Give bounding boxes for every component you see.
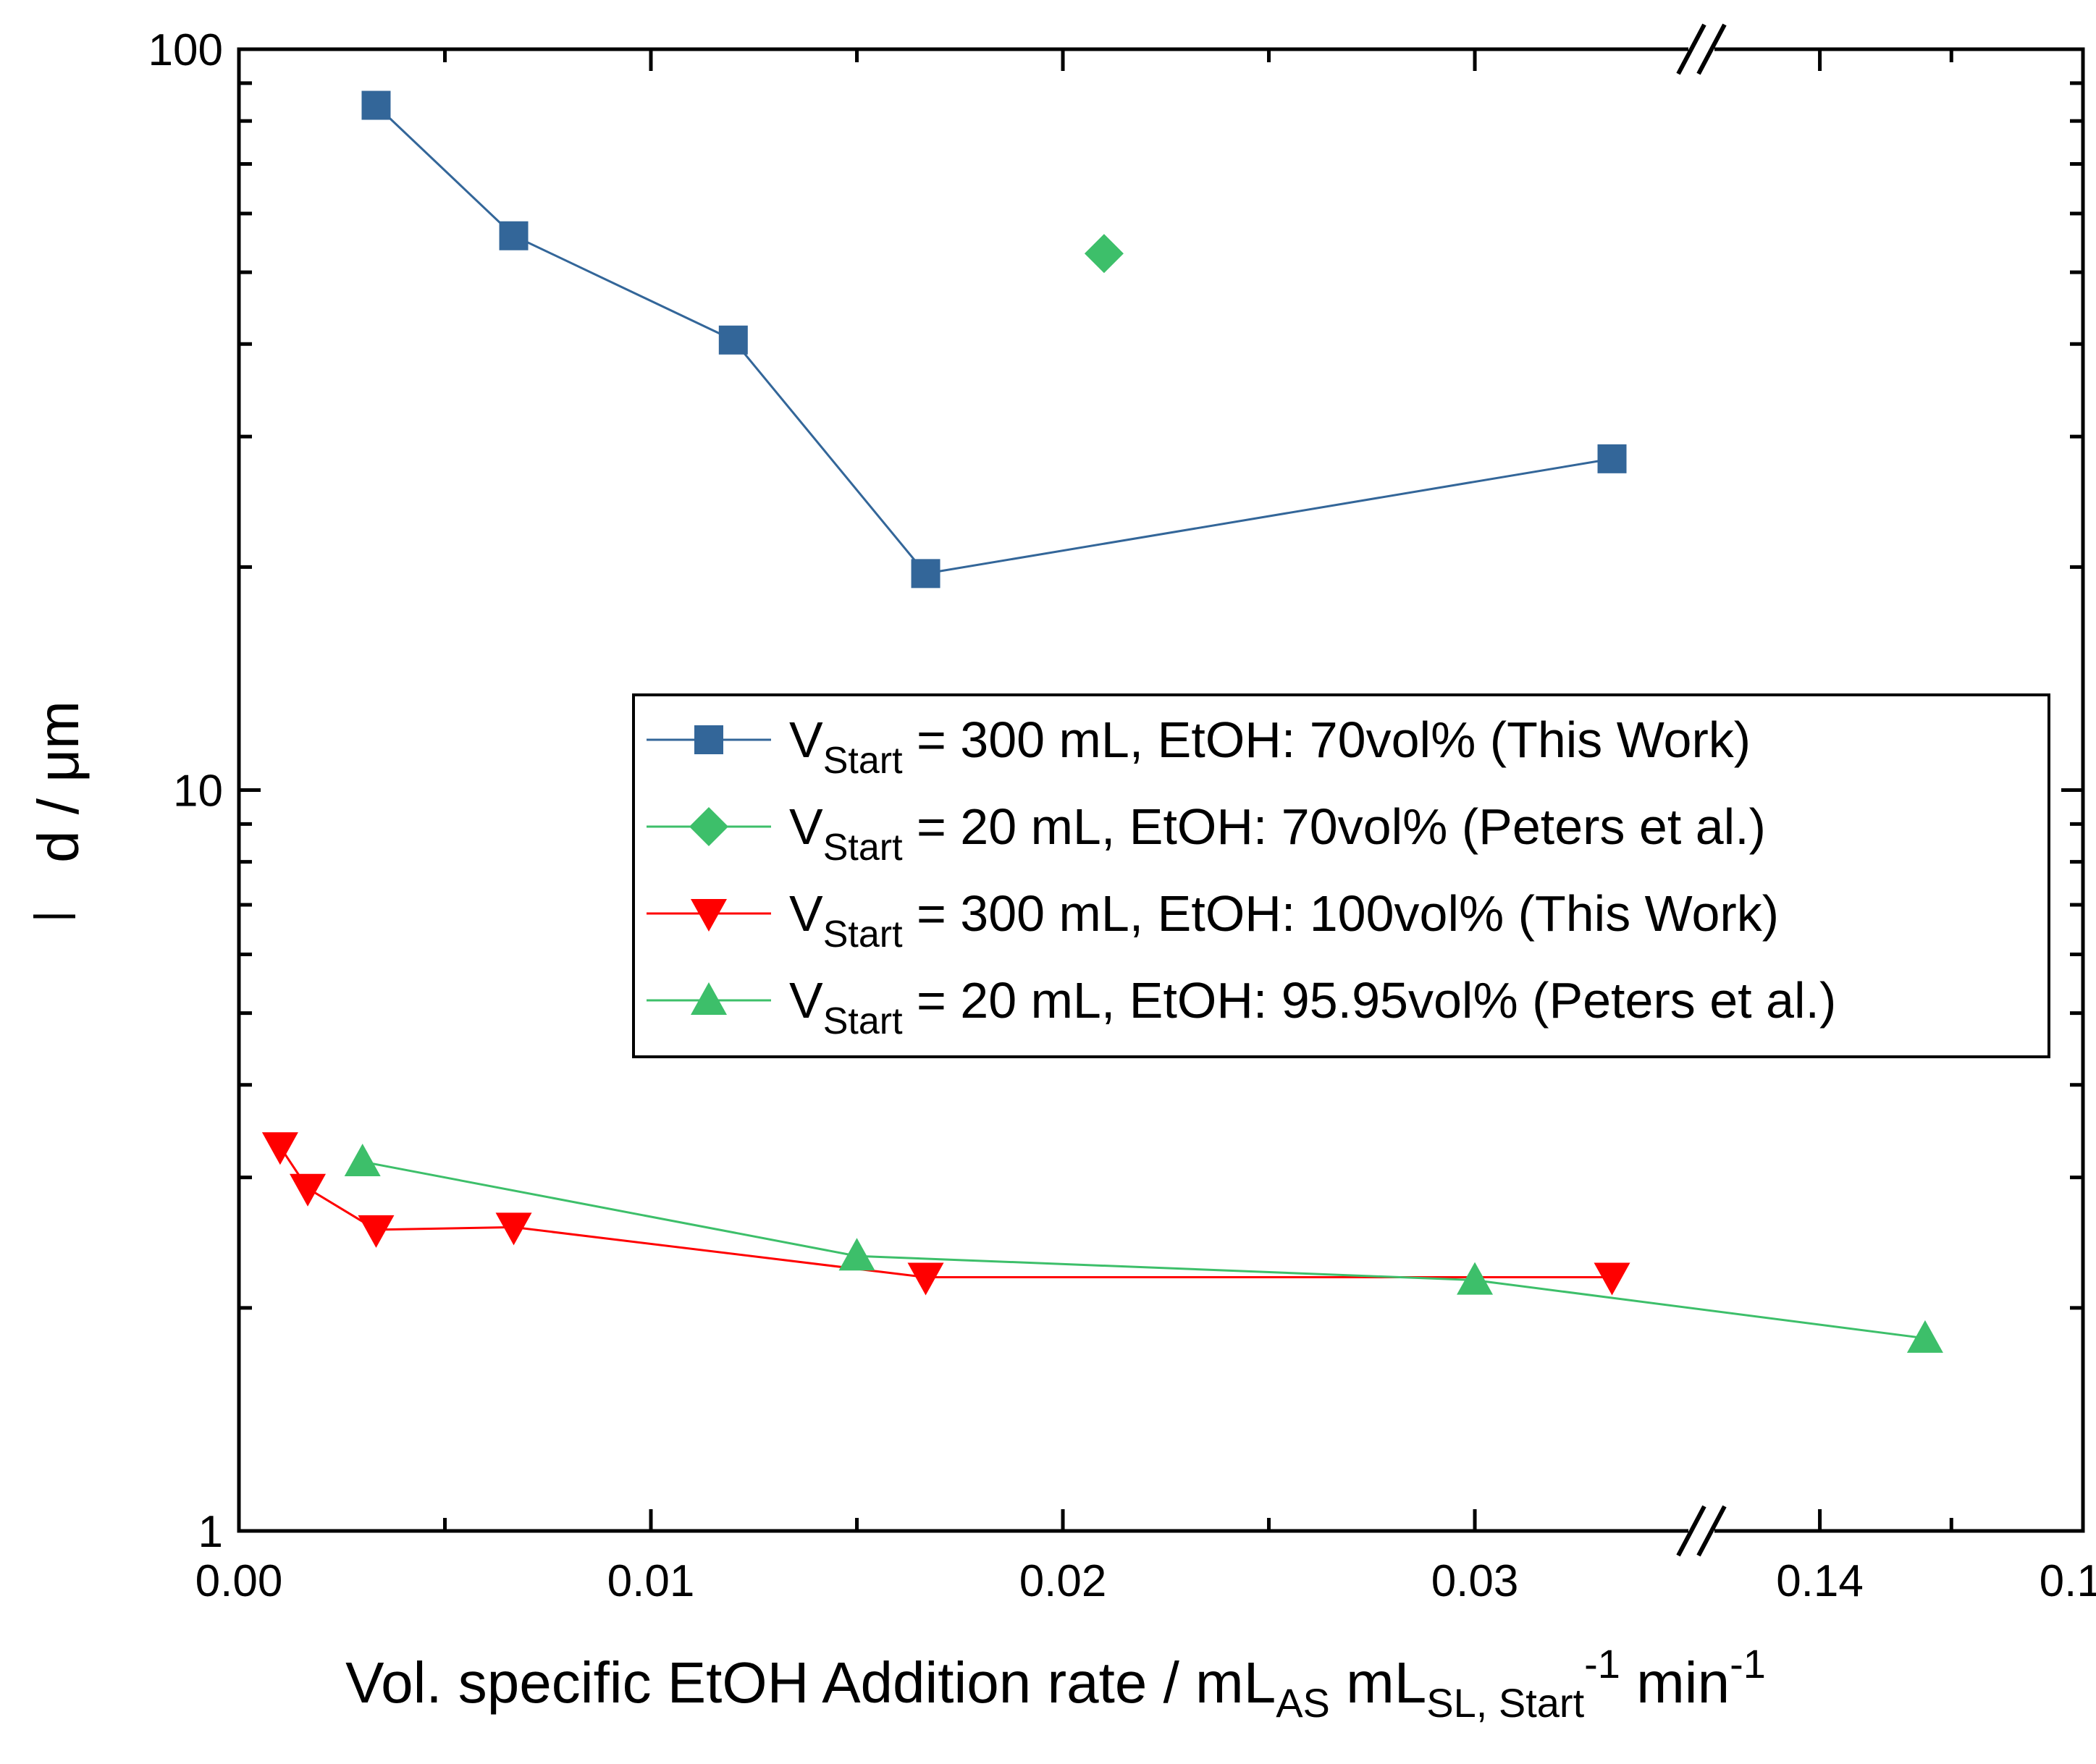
x-tick-label: 0.02 [1019, 1556, 1107, 1606]
x-tick-label: 0.14 [1776, 1556, 1864, 1606]
data-point [1457, 1262, 1494, 1295]
series-line [279, 1146, 1612, 1279]
data-point [838, 1238, 875, 1271]
series-layer [261, 90, 1943, 1353]
x-tick-label: 0.03 [1431, 1556, 1519, 1606]
x-tick-label: 0.00 [195, 1556, 283, 1606]
series-2 [1084, 234, 1124, 274]
axis-break-slash-top-1 [1676, 23, 1706, 75]
data-point [718, 325, 748, 355]
data-point [907, 1262, 944, 1296]
legend-box [632, 693, 2050, 1058]
data-point [495, 1212, 532, 1246]
data-point [344, 1143, 381, 1176]
data-point [911, 559, 940, 588]
legend-marker [694, 725, 723, 754]
legend-label: VStart = 300 mL, EtOH: 100vol% (This Wor… [789, 885, 1779, 955]
axis-break-slash-bottom-2 [1696, 1505, 1727, 1557]
series-4 [344, 1143, 1943, 1353]
legend-label: VStart = 300 mL, EtOH: 70vol% (This Work… [789, 712, 1751, 782]
data-point [499, 221, 529, 250]
series-line [375, 104, 1612, 575]
series-1 [361, 90, 1627, 588]
data-point [1084, 234, 1124, 274]
axis-break-slash-bottom-1 [1676, 1505, 1706, 1557]
legend-marker [689, 807, 728, 846]
data-point [358, 1215, 395, 1248]
series-line [362, 1160, 1926, 1340]
x-axis-title: Vol. specific EtOH Addition rate / mLAS … [345, 1641, 1766, 1726]
data-point [290, 1173, 327, 1207]
legend-label: VStart = 20 mL, EtOH: 95.95vol% (Peters … [789, 972, 1836, 1042]
data-point [261, 1132, 298, 1165]
axes: 0.00 0.01 0.02 0.03 0.14 0.16 1 10 100 [148, 23, 2096, 1606]
y-tick-label: 100 [148, 25, 223, 75]
data-point [1906, 1320, 1943, 1353]
y-tick-label: 1 [198, 1507, 223, 1557]
y-axis-title: d / μm [26, 701, 91, 863]
data-point [361, 90, 391, 120]
legend-marker [691, 899, 727, 932]
axis-break-slash-top-2 [1696, 23, 1727, 75]
legend-marker [691, 982, 727, 1015]
x-tick-label: 0.16 [2040, 1556, 2096, 1606]
series-3 [261, 1132, 1630, 1296]
data-point [1597, 444, 1627, 473]
x-tick-label: 0.01 [607, 1556, 695, 1606]
legend: VStart = 300 mL, EtOH: 70vol% (This Work… [632, 693, 2050, 1058]
y-tick-label: 10 [173, 767, 223, 816]
data-point [1594, 1262, 1630, 1296]
legend-label: VStart = 20 mL, EtOH: 70vol% (Peters et … [789, 798, 1766, 869]
